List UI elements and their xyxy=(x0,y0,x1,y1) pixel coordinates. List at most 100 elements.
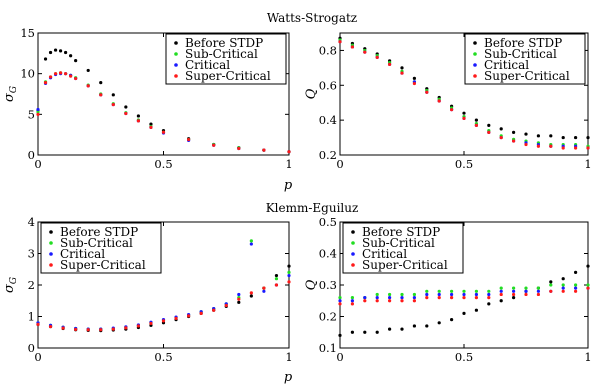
data-point xyxy=(474,308,478,312)
data-point xyxy=(174,316,178,320)
legend: Before STDPSub-CriticalCriticalSuper-Cri… xyxy=(464,33,586,85)
x-tick-label: 0.5 xyxy=(154,350,172,364)
data-point xyxy=(524,142,528,147)
data-point xyxy=(61,326,65,330)
data-point xyxy=(237,146,241,151)
legend-label: Sub-Critical xyxy=(484,47,557,61)
data-point xyxy=(136,324,140,328)
data-point xyxy=(511,292,516,297)
y-axis-label: σG xyxy=(2,277,19,293)
legend-marker xyxy=(49,252,53,256)
data-point xyxy=(425,292,429,297)
chart-panel-1: 0 0.5 1 0.2 0.4 0.6 0.8 Q Before STDPSub-Critica… xyxy=(304,32,591,171)
data-point xyxy=(400,71,404,75)
data-point xyxy=(237,300,241,304)
data-point xyxy=(363,50,367,54)
data-point xyxy=(274,277,279,281)
legend-label: Before STDP xyxy=(185,36,263,50)
data-point xyxy=(412,324,416,328)
data-point xyxy=(549,144,553,148)
legend-label: Critical xyxy=(185,58,230,72)
data-point xyxy=(99,81,103,85)
data-point xyxy=(43,57,48,61)
data-point xyxy=(499,135,503,140)
data-point xyxy=(187,137,191,142)
data-point xyxy=(474,292,478,297)
legend-label: Sub-Critical xyxy=(362,236,435,250)
data-point xyxy=(474,289,478,293)
data-point xyxy=(437,289,441,293)
data-point xyxy=(561,286,565,290)
data-point xyxy=(462,111,466,115)
legend-label: Critical xyxy=(60,247,105,261)
data-point xyxy=(499,299,503,303)
data-point xyxy=(363,299,367,303)
data-point xyxy=(287,150,291,154)
data-point xyxy=(350,302,354,306)
data-point xyxy=(388,292,392,297)
data-point xyxy=(574,289,578,293)
data-point xyxy=(249,242,253,246)
x-tick-label: 1 xyxy=(285,157,292,171)
data-point xyxy=(199,311,203,315)
data-point xyxy=(586,264,590,268)
data-point xyxy=(437,99,441,103)
data-point xyxy=(111,327,115,331)
data-point xyxy=(536,144,541,148)
data-point xyxy=(375,299,379,303)
data-point xyxy=(124,105,128,109)
data-point xyxy=(363,296,367,300)
data-point xyxy=(74,59,78,63)
data-point xyxy=(388,327,392,331)
data-point xyxy=(287,280,291,284)
data-point xyxy=(412,292,416,297)
x-tick-label: 0 xyxy=(336,350,343,364)
data-point xyxy=(450,289,454,293)
data-point xyxy=(249,294,253,298)
legend-box xyxy=(342,222,464,274)
data-point xyxy=(69,74,73,78)
data-point xyxy=(224,303,228,308)
legend-box xyxy=(165,33,287,85)
data-point xyxy=(574,283,578,287)
data-point xyxy=(574,286,578,290)
data-point xyxy=(400,292,404,297)
data-point xyxy=(375,55,379,60)
legend-marker xyxy=(351,263,355,267)
y-tick-label: 0.6 xyxy=(319,78,337,92)
legend: Before STDPSub-CriticalCriticalSuper-Cri… xyxy=(165,33,287,85)
x-tick-label: 1 xyxy=(285,350,292,364)
data-point xyxy=(287,264,291,268)
data-point xyxy=(437,321,441,325)
legend-label: Sub-Critical xyxy=(60,236,133,250)
y-tick-label: 0.2 xyxy=(319,148,337,162)
x-tick-label: 1 xyxy=(584,350,591,364)
data-point xyxy=(561,135,565,140)
data-point xyxy=(462,296,466,300)
series-super-critical xyxy=(36,280,291,332)
data-point xyxy=(249,239,253,243)
data-point xyxy=(561,283,565,287)
data-point xyxy=(412,299,416,303)
data-point xyxy=(388,299,392,303)
data-point xyxy=(549,289,553,293)
data-point xyxy=(511,289,516,293)
data-point xyxy=(586,283,590,287)
legend-marker xyxy=(473,52,477,56)
data-point xyxy=(338,302,342,306)
y-tick-label: 0.8 xyxy=(319,43,337,57)
data-point xyxy=(561,277,565,281)
legend-label: Before STDP xyxy=(362,225,440,239)
legend-marker xyxy=(351,252,355,256)
y-tick-label: 0.5 xyxy=(319,215,337,229)
data-point xyxy=(400,66,404,70)
legend-marker xyxy=(473,41,477,45)
data-point xyxy=(499,127,503,131)
legend-marker xyxy=(473,63,477,67)
data-point xyxy=(412,296,416,300)
data-point xyxy=(86,68,90,73)
y-tick-label: 10 xyxy=(20,67,35,81)
data-point xyxy=(499,286,503,290)
section-title-top: Watts-Strogatz xyxy=(267,11,357,25)
legend-label: Super-Critical xyxy=(60,258,146,272)
